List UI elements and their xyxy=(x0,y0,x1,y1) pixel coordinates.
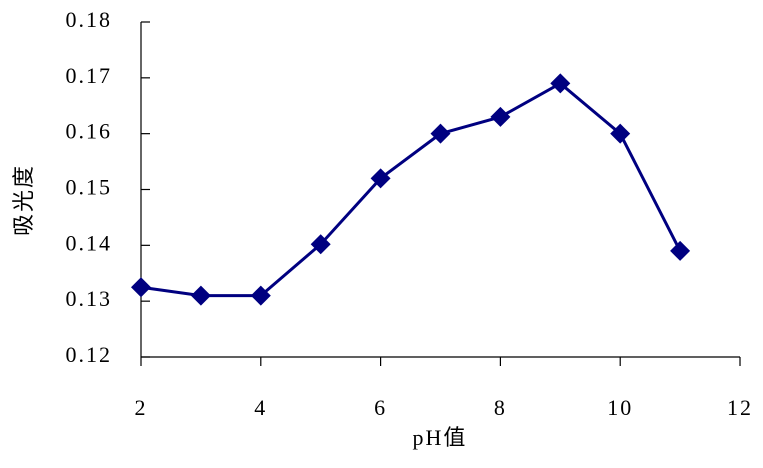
y-tick-label: 0.17 xyxy=(66,63,113,88)
x-tick-label: 12 xyxy=(727,395,753,420)
x-tick-label: 10 xyxy=(607,395,633,420)
x-tick-label: 6 xyxy=(374,395,387,420)
x-tick-label: 8 xyxy=(494,395,507,420)
data-point xyxy=(670,240,691,261)
y-tick-label: 0.13 xyxy=(66,286,113,311)
data-point xyxy=(370,168,391,189)
data-point xyxy=(310,234,331,255)
y-axis-label: 吸光度 xyxy=(11,164,36,236)
data-point xyxy=(490,106,511,127)
data-point xyxy=(190,285,211,306)
x-tick-label: 4 xyxy=(254,395,267,420)
y-tick-label: 0.12 xyxy=(66,342,113,367)
y-tick-label: 0.15 xyxy=(66,175,113,200)
x-tick-label: 2 xyxy=(135,395,148,420)
data-point xyxy=(131,277,151,298)
y-tick-label: 0.16 xyxy=(66,119,113,144)
data-point xyxy=(550,73,571,94)
data-point xyxy=(250,285,271,306)
y-tick-label: 0.18 xyxy=(66,7,113,32)
data-point xyxy=(610,123,631,144)
data-line xyxy=(140,81,682,298)
y-tick-label: 0.14 xyxy=(66,230,113,255)
data-point xyxy=(430,123,451,144)
x-axis-label: pH值 xyxy=(413,425,468,450)
